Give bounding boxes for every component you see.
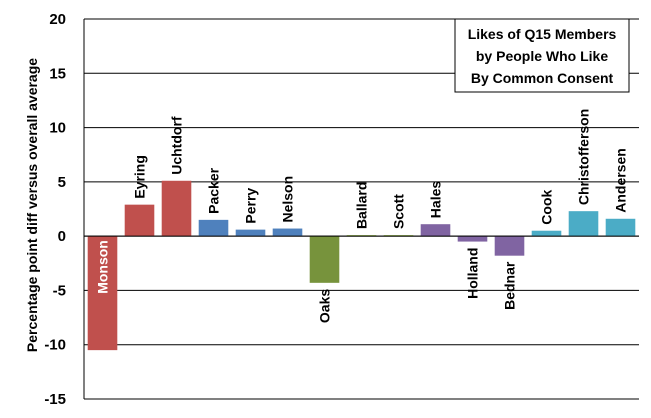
- bar-perry: [235, 229, 266, 237]
- category-label: Monson: [95, 240, 111, 294]
- category-label: Christofferson: [576, 109, 592, 205]
- category-label: Scott: [391, 194, 407, 229]
- bar-andersen: [605, 218, 636, 237]
- category-label: Oaks: [317, 289, 333, 323]
- y-tick-label: -5: [53, 282, 66, 299]
- bar-cook: [531, 230, 562, 237]
- bar-holland: [457, 236, 488, 242]
- category-label: Uchtdorf: [169, 116, 185, 175]
- category-label: Holland: [465, 248, 481, 299]
- bar-monson: [87, 236, 118, 351]
- category-labels: Monson Eyring Uchtdorf Packer Perry Nelson Oak…: [95, 109, 629, 323]
- bar-uchtdorf: [161, 180, 192, 237]
- chart-title-line: by People Who Like: [476, 48, 608, 64]
- y-tick-labels: -15 -10 -5 0 5 10 15 20: [44, 11, 66, 408]
- chart-title-line: By Common Consent: [471, 70, 614, 86]
- y-axis-label: Percentage point diff versus overall ave…: [24, 58, 40, 352]
- bar-packer: [198, 219, 229, 237]
- category-label: Perry: [243, 188, 259, 224]
- y-tick-label: 20: [49, 11, 66, 28]
- category-label: Cook: [539, 190, 555, 225]
- bar-oaks: [309, 236, 340, 283]
- bar-nelson: [272, 228, 303, 237]
- category-label: Bednar: [502, 261, 518, 310]
- y-tick-label: 10: [49, 120, 66, 137]
- bar-eyring: [124, 204, 155, 237]
- y-tick-label: 15: [49, 65, 66, 82]
- y-tick-label: -15: [44, 391, 66, 408]
- category-label: Ballard: [354, 182, 370, 229]
- bar-hales: [420, 224, 451, 237]
- title-box: Likes of Q15 Members by People Who Like By…: [454, 18, 630, 93]
- bar-christofferson: [568, 211, 599, 237]
- chart-title-line: Likes of Q15 Members: [468, 26, 617, 42]
- bar-bednar: [494, 236, 525, 256]
- y-tick-label: -10: [44, 337, 66, 354]
- title-box-border: [454, 18, 630, 93]
- category-label: Eyring: [132, 155, 148, 199]
- chart-title: Likes of Q15 Members by People Who Like By…: [468, 26, 617, 86]
- y-tick-label: 5: [58, 174, 66, 191]
- category-label: Andersen: [613, 148, 629, 213]
- category-label: Nelson: [280, 176, 296, 223]
- y-tick-label: 0: [58, 228, 66, 245]
- category-label: Hales: [428, 181, 444, 219]
- category-label: Packer: [206, 167, 222, 213]
